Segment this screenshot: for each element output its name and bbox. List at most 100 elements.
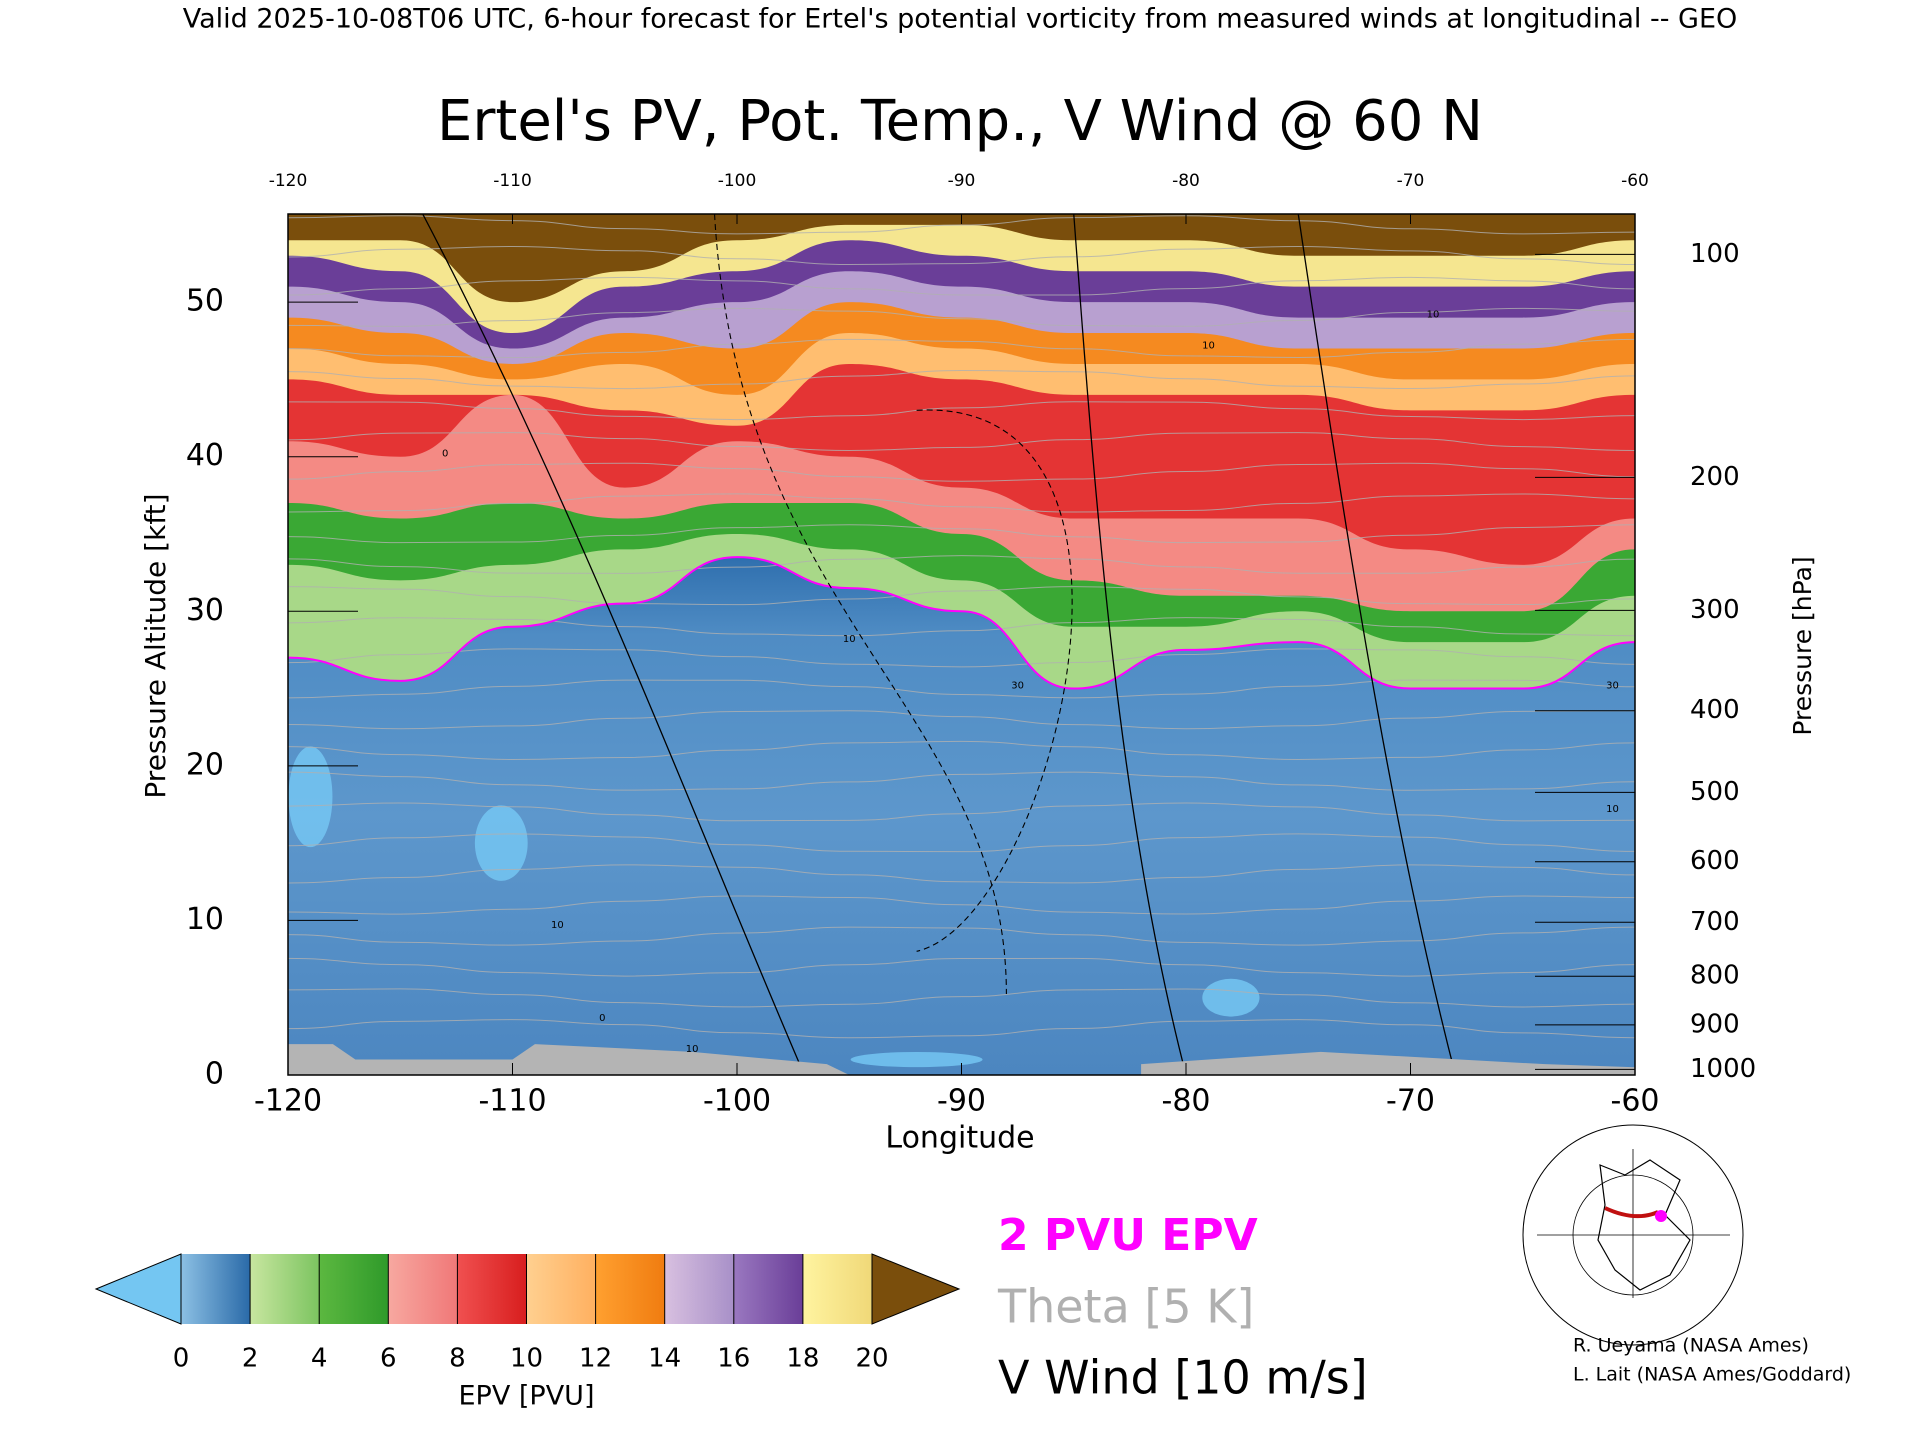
x-top-tick-label: -110: [493, 171, 532, 191]
theta-contour: [288, 864, 1635, 884]
legend-wind: V Wind [10 m/s]: [998, 1351, 1368, 1405]
field: 10 0 10 30 10 0 10 10 30 10: [288, 214, 1635, 1075]
colorbar-bin: [595, 1254, 665, 1324]
colorbar-bin: [664, 1254, 734, 1324]
theta-contour: [288, 926, 1635, 946]
colorbar-tick-label: 20: [855, 1344, 888, 1374]
y2-tick-label: 1000: [1690, 1054, 1756, 1084]
locator-map: [1522, 1124, 1744, 1346]
theta-contour: [288, 988, 1635, 1008]
epv-low-patch: [474, 805, 528, 881]
theta-contour: [288, 370, 1635, 390]
colorbar-label: EPV [PVU]: [459, 1381, 595, 1412]
contour-label: 10: [1202, 340, 1215, 351]
y-tick-label: 0: [205, 1057, 224, 1092]
wind-contour: [916, 409, 1073, 952]
colorbar-tick-label: 8: [449, 1344, 466, 1374]
wind-contour: [1297, 214, 1457, 1075]
colorbar-tick-label: 18: [786, 1344, 819, 1374]
colorbar-bin: [802, 1254, 872, 1324]
theta-contour: [288, 586, 1635, 606]
y2-tick-label: 500: [1690, 777, 1740, 807]
contour-label: 30: [1606, 681, 1619, 692]
y-axis-label: Pressure Altitude [kft]: [139, 493, 172, 798]
colorbar-tick-label: 16: [717, 1344, 750, 1374]
colorbar-under: [94, 1253, 182, 1325]
theta-contour: [288, 246, 1635, 266]
theta-contour: [288, 617, 1635, 637]
colorbar-over: [871, 1253, 961, 1325]
x-tick-label: -60: [1611, 1084, 1660, 1119]
colorbar-tick-label: 2: [242, 1344, 259, 1374]
theta-contour: [288, 524, 1635, 544]
header: Valid 2025-10-08T06 UTC, 6-hour forecast…: [183, 4, 1738, 35]
y2-tick-label: 200: [1690, 462, 1740, 492]
credit: L. Lait (NASA Ames/Goddard): [1573, 1364, 1851, 1386]
y2-tick-label: 900: [1690, 1009, 1740, 1039]
colorbar-bin: [457, 1254, 527, 1324]
theta-contour: [288, 555, 1635, 574]
colorbar-bin: [388, 1254, 458, 1324]
contour-label: 0: [442, 449, 448, 460]
y2-tick-label: 400: [1690, 695, 1740, 725]
colorbar-bin: [250, 1254, 320, 1324]
theta-contour: [288, 401, 1635, 421]
theta-contour: [288, 802, 1635, 822]
x-top-tick-label: -120: [269, 171, 308, 191]
credit: R. Ueyama (NASA Ames): [1573, 1335, 1809, 1357]
y2-axis-label: Pressure [hPa]: [1788, 556, 1817, 735]
x-top-tick-label: -80: [1172, 171, 1200, 191]
x-top-tick-label: -60: [1621, 171, 1649, 191]
epv-low-patch: [288, 746, 333, 848]
epv-low-patch: [850, 1051, 983, 1068]
wind-contour: [1073, 214, 1187, 1075]
colorbar-bin: [733, 1254, 803, 1324]
x-top-tick-label: -100: [718, 171, 757, 191]
pv2-contour: [288, 556, 1635, 690]
colorbar-tick-label: 0: [173, 1344, 190, 1374]
y2-tick-label: 700: [1690, 907, 1740, 937]
y2-tick-label: 300: [1690, 595, 1740, 625]
contour-label: 10: [1427, 310, 1440, 321]
theta-contour: [288, 895, 1635, 915]
theta-contour: [288, 771, 1635, 791]
contour-label: 10: [843, 634, 856, 645]
y2-tick-label: 100: [1690, 239, 1740, 269]
colorbar-tick-label: 10: [510, 1344, 543, 1374]
x-top-tick-label: -90: [948, 171, 976, 191]
x-tick-label: -90: [937, 1084, 986, 1119]
y-tick-label: 20: [186, 747, 224, 782]
theta-contour: [288, 338, 1635, 358]
legend-theta: Theta [5 K]: [997, 1280, 1254, 1334]
wind-contour: [422, 214, 805, 1075]
contour-label: 10: [1606, 804, 1619, 815]
theta-contour: [288, 307, 1635, 327]
theta-contour: [288, 1019, 1635, 1039]
x-tick-label: -120: [254, 1084, 322, 1119]
x-top-tick-label: -70: [1397, 171, 1425, 191]
contour-label: 10: [551, 920, 564, 931]
theta-contour: [288, 957, 1635, 977]
theta-contour: [288, 493, 1635, 513]
colorbar-tick-label: 4: [311, 1344, 328, 1374]
y-tick-label: 10: [186, 902, 224, 937]
contour-label: 10: [686, 1044, 699, 1055]
theta-contour: [288, 679, 1635, 699]
theta-contour: [288, 276, 1635, 296]
terrain: [288, 1044, 1635, 1075]
colorbar-tick-label: 6: [380, 1344, 397, 1374]
theta-contour: [288, 740, 1635, 761]
colorbar-bin: [526, 1254, 596, 1324]
x-tick-label: -110: [478, 1084, 546, 1119]
wind-contour: [714, 214, 1007, 995]
y2-tick-label: 600: [1690, 846, 1740, 876]
colorbar-tick-label: 12: [579, 1344, 612, 1374]
chart-title: Ertel's PV, Pot. Temp., V Wind @ 60 N: [437, 89, 1483, 154]
contour-label: 30: [1011, 681, 1024, 692]
theta-contour: [288, 833, 1635, 853]
x-tick-label: -80: [1162, 1084, 1211, 1119]
y2-tick-label: 800: [1690, 961, 1740, 991]
colorbar-bin: [319, 1254, 389, 1324]
theta-contour: [288, 462, 1635, 482]
